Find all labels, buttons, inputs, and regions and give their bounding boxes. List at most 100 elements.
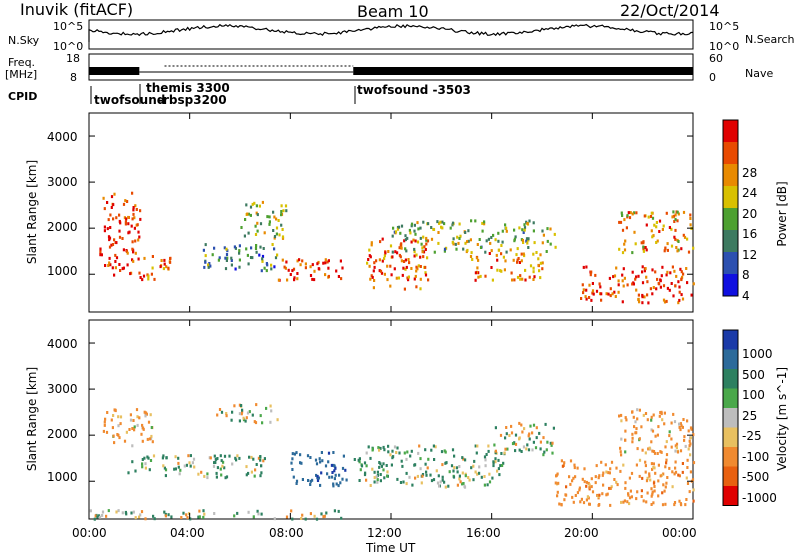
data-point <box>683 235 687 239</box>
data-point <box>121 267 124 271</box>
data-point <box>692 499 695 503</box>
data-point <box>523 226 527 230</box>
data-point <box>251 256 254 260</box>
data-point <box>413 250 416 254</box>
data-point <box>494 238 497 242</box>
data-point <box>339 481 342 485</box>
data-point <box>272 229 275 232</box>
power-colorbar-segment <box>723 164 738 186</box>
data-point <box>646 293 649 297</box>
data-point <box>430 237 434 241</box>
data-point <box>574 475 577 479</box>
data-point <box>644 470 647 474</box>
data-point <box>123 216 126 220</box>
velocity-colorbar-segment <box>723 369 738 389</box>
data-point <box>586 495 589 499</box>
velocity-colorbar-segment <box>723 388 738 408</box>
data-point <box>261 259 264 263</box>
data-point <box>301 478 304 481</box>
data-point <box>387 444 390 448</box>
data-point <box>377 446 380 450</box>
data-point <box>177 461 180 465</box>
data-point <box>551 451 554 455</box>
data-point <box>386 278 389 282</box>
data-point <box>665 299 668 303</box>
data-point <box>311 277 314 281</box>
data-point <box>386 470 389 474</box>
data-point <box>674 466 677 470</box>
data-point <box>443 449 446 453</box>
data-point <box>686 482 690 485</box>
data-point <box>220 459 223 463</box>
data-point <box>532 270 535 274</box>
data-point <box>132 250 135 254</box>
data-point <box>394 250 397 254</box>
data-point <box>182 511 185 515</box>
data-point <box>475 256 479 260</box>
data-point <box>389 244 393 248</box>
data-point <box>680 270 683 274</box>
data-point <box>518 261 521 264</box>
data-point <box>681 425 684 429</box>
data-point <box>309 483 312 486</box>
data-point <box>391 449 394 453</box>
data-point <box>582 288 585 292</box>
data-point <box>106 411 109 414</box>
data-point <box>650 211 653 215</box>
xtick-6: 00:00 <box>662 526 697 540</box>
data-point <box>222 460 225 464</box>
data-point <box>421 473 425 476</box>
data-point <box>255 463 258 466</box>
data-point <box>640 489 643 493</box>
data-point <box>280 210 283 213</box>
data-point <box>131 427 134 430</box>
data-point <box>358 457 361 461</box>
data-point <box>424 462 427 466</box>
data-point <box>539 261 542 265</box>
data-point <box>690 293 693 297</box>
data-point <box>322 261 325 265</box>
data-point <box>323 514 326 518</box>
data-point <box>183 464 186 468</box>
data-point <box>439 220 442 224</box>
data-point <box>324 464 328 468</box>
data-point <box>161 456 164 460</box>
data-point <box>658 230 661 233</box>
data-point <box>121 511 124 515</box>
data-point <box>636 490 639 494</box>
data-point <box>255 250 258 254</box>
data-point <box>546 227 549 231</box>
data-point <box>115 241 118 245</box>
data-point <box>371 275 374 279</box>
data-point <box>486 483 489 487</box>
data-point <box>162 454 165 458</box>
data-point <box>429 473 432 477</box>
data-point <box>386 474 389 478</box>
data-point <box>421 250 424 254</box>
data-point <box>622 500 625 504</box>
data-point <box>214 461 217 464</box>
data-point <box>649 287 652 291</box>
data-point <box>164 468 168 472</box>
data-point <box>133 216 136 220</box>
data-point <box>651 292 654 296</box>
data-point <box>286 278 289 282</box>
data-point <box>242 416 245 420</box>
data-point <box>119 269 122 272</box>
data-point <box>617 283 620 287</box>
power-colorbar-frame <box>722 119 739 297</box>
data-point <box>485 239 488 243</box>
data-point <box>408 475 411 479</box>
data-point <box>660 450 663 454</box>
data-point <box>220 473 223 477</box>
data-point <box>105 514 108 518</box>
data-point <box>662 284 666 288</box>
data-point <box>477 275 480 279</box>
data-point <box>96 515 99 519</box>
data-point <box>427 278 430 282</box>
data-point <box>561 464 564 468</box>
data-point <box>606 492 609 496</box>
data-point <box>165 265 168 269</box>
data-point <box>549 227 552 231</box>
data-point <box>135 408 139 412</box>
